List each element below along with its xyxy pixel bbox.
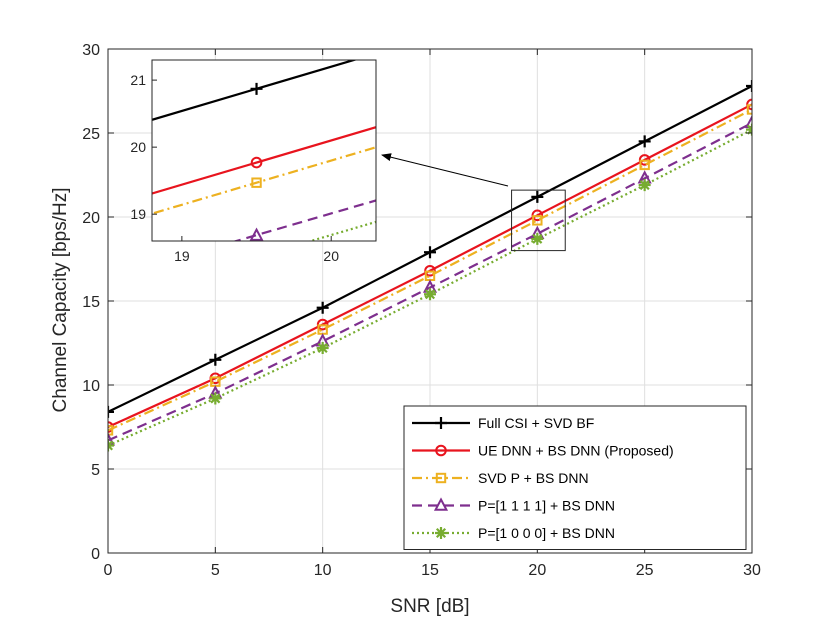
legend-entry-1: UE DNN + BS DNN (Proposed) bbox=[412, 443, 674, 459]
series-0-point-6 bbox=[746, 79, 752, 92]
series-2-point-4 bbox=[532, 215, 543, 226]
inset-series-group bbox=[152, 60, 376, 262]
legend-marker-2 bbox=[435, 472, 447, 484]
inset-series-2-marker bbox=[251, 177, 262, 188]
series-4-point-2 bbox=[316, 342, 329, 355]
series-2-point-5 bbox=[639, 159, 650, 171]
series-0 bbox=[108, 79, 752, 418]
inset-series-0 bbox=[152, 60, 358, 121]
zoom-inset: 19 20 19 20 21 bbox=[130, 59, 377, 264]
inset-series-3 bbox=[232, 199, 376, 241]
main-series-group bbox=[108, 79, 752, 452]
legend: Full CSI + SVD BF UE DNN + BS DNN (Propos… bbox=[403, 405, 747, 550]
inset-y-tick-label-2: 21 bbox=[130, 72, 146, 88]
y-tick-label-1: 5 bbox=[91, 462, 100, 479]
legend-entry-2: SVD P + BS DNN bbox=[412, 470, 589, 486]
inset-series-line-2 bbox=[152, 146, 376, 215]
inset-series-2 bbox=[152, 146, 376, 215]
series-0-point-4 bbox=[531, 190, 544, 203]
legend-label-1: UE DNN + BS DNN (Proposed) bbox=[478, 443, 674, 459]
legend-entry-3: P=[1 1 1 1] + BS DNN bbox=[412, 497, 615, 514]
main-axes bbox=[107, 48, 753, 554]
inset-series-4-marker bbox=[251, 250, 263, 262]
inset-y-tick-label-1: 20 bbox=[130, 139, 146, 155]
series-4-point-4 bbox=[531, 232, 544, 245]
legend-entry-4: P=[1 0 0 0] + BS DNN bbox=[412, 525, 615, 541]
inset-series-line-3 bbox=[232, 199, 376, 241]
zoom-arrow bbox=[381, 153, 509, 187]
y-tick-label-5: 25 bbox=[82, 126, 100, 143]
legend-marker-0 bbox=[435, 417, 447, 429]
y-tick-label-4: 20 bbox=[82, 210, 100, 227]
x-tick-label-2: 10 bbox=[314, 562, 332, 579]
series-4-point-3 bbox=[424, 288, 436, 301]
series-4 bbox=[108, 123, 752, 452]
x-tick-labels: 0 5 10 15 20 25 30 bbox=[104, 562, 761, 579]
legend-label-4: P=[1 0 0 0] + BS DNN bbox=[478, 525, 615, 541]
y-tick-labels: 0 5 10 15 20 25 30 bbox=[82, 42, 100, 563]
inset-frame bbox=[151, 59, 377, 242]
legend-marker-3 bbox=[433, 497, 449, 511]
inset-series-0-marker bbox=[250, 82, 263, 95]
x-tick-label-5: 25 bbox=[636, 562, 654, 579]
legend-label-2: SVD P + BS DNN bbox=[478, 470, 589, 486]
series-3-point-6 bbox=[744, 114, 752, 129]
x-axis-title: SNR [dB] bbox=[390, 596, 469, 617]
legend-label-0: Full CSI + SVD BF bbox=[478, 415, 594, 431]
x-tick-label-3: 15 bbox=[421, 562, 439, 579]
series-3-point-0 bbox=[108, 432, 116, 446]
legend-marker-4 bbox=[435, 527, 447, 539]
zoom-region-box bbox=[511, 189, 566, 252]
y-axis-title: Channel Capacity [bps/Hz] bbox=[50, 188, 71, 413]
series-0-point-2 bbox=[316, 301, 329, 314]
zoom-region-rect bbox=[511, 189, 566, 252]
series-4-point-1 bbox=[209, 392, 222, 405]
x-tick-label-1: 5 bbox=[211, 562, 220, 579]
x-tick-label-4: 20 bbox=[528, 562, 546, 579]
series-0-point-3 bbox=[424, 246, 436, 259]
inset-series-3-marker bbox=[249, 227, 264, 241]
series-0-point-0 bbox=[108, 405, 114, 418]
y-tick-label-2: 10 bbox=[82, 378, 100, 395]
inset-y-tick-label-0: 19 bbox=[130, 206, 146, 222]
legend-entry-0: Full CSI + SVD BF bbox=[412, 415, 594, 431]
x-tick-label-6: 30 bbox=[743, 562, 761, 579]
y-tick-label-3: 15 bbox=[82, 294, 100, 311]
inset-x-tick-label-0: 19 bbox=[174, 248, 190, 264]
x-tick-label-0: 0 bbox=[104, 562, 113, 579]
legend-marker-1 bbox=[435, 444, 447, 457]
series-4-point-5 bbox=[638, 179, 651, 192]
inset-series-line-0 bbox=[152, 60, 358, 121]
inset-series-1 bbox=[152, 126, 376, 195]
inset-series-line-1 bbox=[152, 126, 376, 195]
legend-label-3: P=[1 1 1 1] + BS DNN bbox=[478, 498, 615, 514]
inset-x-tick-label-1: 20 bbox=[323, 248, 339, 264]
y-tick-label-0: 0 bbox=[91, 546, 100, 563]
series-0-point-5 bbox=[638, 135, 651, 148]
inset-series-1-marker bbox=[250, 156, 263, 169]
series-0-point-1 bbox=[209, 353, 222, 366]
y-tick-label-6: 30 bbox=[82, 42, 100, 59]
